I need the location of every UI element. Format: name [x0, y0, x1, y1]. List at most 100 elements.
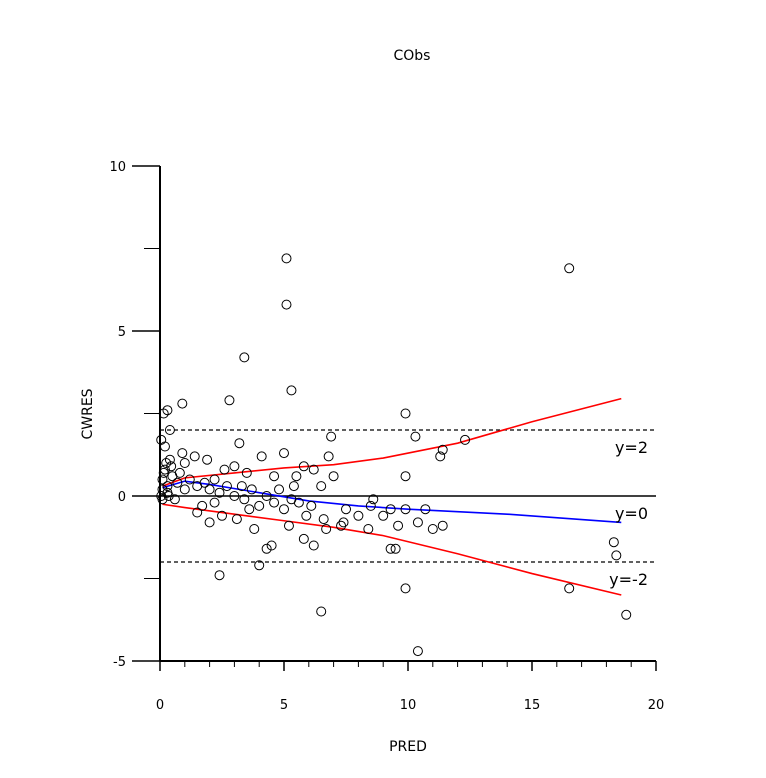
data-points: [156, 253, 632, 657]
data-point: [189, 451, 200, 462]
data-point: [385, 504, 396, 515]
data-point: [177, 448, 188, 459]
data-point: [159, 441, 170, 452]
data-point: [318, 514, 329, 525]
data-point: [192, 507, 203, 518]
data-point: [420, 504, 431, 515]
data-point: [157, 494, 168, 505]
data-point: [291, 471, 302, 482]
data-point: [301, 510, 312, 521]
data-point: [229, 491, 240, 501]
data-point: [234, 438, 245, 449]
chart-title: CObs: [394, 48, 431, 64]
data-point: [244, 504, 255, 515]
data-point: [316, 481, 327, 492]
data-point: [288, 481, 299, 492]
data-point: [281, 299, 292, 310]
data-point: [564, 263, 575, 274]
reference-lines: [160, 429, 656, 563]
data-point: [219, 464, 230, 475]
data-point: [385, 543, 396, 554]
data-point: [157, 474, 168, 485]
data-point: [254, 560, 265, 571]
data-point: [204, 484, 215, 495]
x-tick-label: 20: [648, 698, 665, 713]
x-tick-label: 0: [156, 698, 164, 713]
reference-line-label: y=0: [615, 504, 648, 523]
data-point: [166, 461, 177, 472]
data-point: [209, 497, 220, 508]
data-point: [400, 583, 411, 594]
y-tick-label: -5: [113, 655, 126, 670]
data-point: [157, 484, 168, 495]
data-point: [217, 510, 227, 521]
data-point: [298, 461, 309, 472]
data-point: [306, 500, 317, 511]
y-tick-label: 10: [109, 160, 126, 175]
data-point: [172, 477, 183, 488]
data-point: [274, 484, 285, 495]
data-point: [400, 504, 411, 515]
data-point: [437, 520, 448, 531]
data-point: [427, 524, 438, 534]
data-point: [229, 461, 240, 472]
data-point: [214, 487, 225, 498]
data-point: [162, 481, 173, 492]
data-point: [156, 434, 167, 445]
axis-ticks: 0 5 10 15 20 -5 0 5 10: [109, 160, 664, 713]
data-point: [412, 517, 423, 528]
data-point: [161, 458, 172, 468]
reference-line-label: y=2: [615, 438, 648, 457]
data-point: [164, 425, 175, 435]
data-point: [199, 477, 210, 488]
data-point: [611, 550, 622, 561]
data-point: [283, 520, 294, 531]
data-point: [328, 471, 339, 482]
data-point: [326, 431, 337, 442]
data-point: [390, 543, 401, 554]
data-point: [437, 444, 448, 455]
upper-bound-line: [162, 397, 622, 487]
data-point: [174, 467, 185, 478]
data-point: [393, 520, 404, 531]
data-point: [435, 451, 446, 462]
data-point: [236, 481, 247, 492]
data-point: [460, 434, 471, 445]
data-point: [293, 497, 304, 508]
x-tick-label: 5: [280, 698, 288, 713]
data-point: [239, 352, 250, 363]
axes: [159, 166, 656, 662]
data-point: [224, 395, 235, 406]
data-point: [353, 510, 364, 521]
data-point: [162, 405, 173, 416]
data-point: [214, 570, 225, 581]
data-point: [231, 514, 242, 525]
x-tick-label: 15: [524, 698, 541, 713]
data-point: [608, 537, 619, 548]
data-point: [164, 454, 175, 465]
data-point: [221, 481, 232, 492]
data-point: [281, 253, 292, 264]
data-point: [286, 385, 297, 396]
data-point: [169, 494, 180, 505]
data-point: [246, 484, 257, 495]
reference-line-label: y=-2: [609, 570, 648, 589]
data-point: [368, 494, 379, 505]
x-tick-label: 10: [400, 698, 417, 713]
data-point: [279, 504, 289, 515]
data-point: [197, 500, 208, 511]
data-point: [341, 504, 351, 515]
y-axis-title: CWRES: [80, 388, 96, 439]
data-point: [256, 451, 267, 462]
data-point: [321, 524, 332, 534]
data-point: [254, 500, 265, 511]
data-point: [184, 474, 195, 485]
data-point: [202, 454, 213, 465]
x-axis-title: PRED: [389, 739, 427, 755]
data-point: [365, 500, 376, 511]
data-point: [400, 408, 411, 419]
data-point: [378, 510, 389, 521]
data-point: [261, 543, 272, 554]
data-point: [621, 609, 632, 620]
